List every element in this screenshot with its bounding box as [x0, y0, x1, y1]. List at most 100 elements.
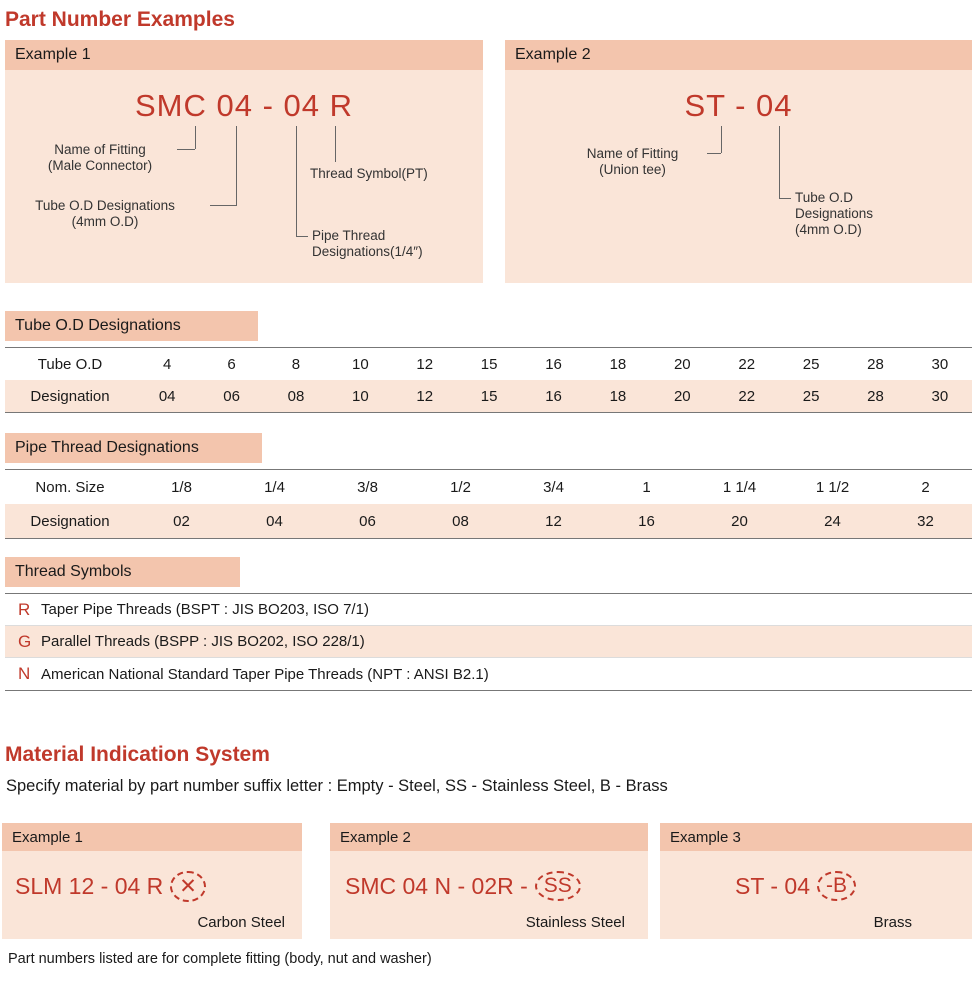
table-cell: 1/2	[450, 478, 471, 496]
thread-symbol-letter: R	[18, 599, 31, 619]
thread-symbols-section-header: Thread Symbols	[5, 557, 240, 587]
row-label: Designation	[30, 512, 110, 530]
part-number-text: SLM 12 - 04 R	[15, 873, 164, 899]
thread-symbol-row: N American National Standard Taper Pipe …	[5, 658, 972, 690]
table-cell: 20	[673, 355, 691, 373]
connector-line	[236, 126, 237, 206]
callout-name-of-fitting-sub: (Male Connector)	[47, 158, 153, 173]
callout-name-of-fitting-sub: (Union tee)	[599, 162, 666, 177]
example1-header: Example 1	[5, 40, 483, 70]
table-cell: 16	[545, 387, 562, 405]
table-cell: 22	[738, 387, 756, 405]
table-row: Designation 04 06 08 10 12 15 16 18 20 2…	[5, 380, 972, 412]
table-cell: 20	[731, 512, 748, 530]
example2-box: Example 2 ST - 04 Name of Fitting (Union…	[505, 40, 972, 283]
callout-name-of-fitting: Name of Fitting	[54, 142, 146, 157]
material-example3-box: Example 3 ST - 04 -B Brass	[660, 823, 972, 939]
material-example3-header: Example 3	[660, 823, 972, 851]
example1-box: Example 1 SMC 04 - 04 R Name of Fitting …	[5, 40, 483, 283]
table-cell: 1	[642, 478, 651, 496]
connector-line	[707, 153, 721, 154]
table-cell: 6	[227, 355, 236, 373]
example2-header: Example 2	[505, 40, 972, 70]
table-cell: 12	[416, 355, 434, 373]
connector-line	[296, 126, 297, 236]
tube-od-table: Tube O.D 4 6 8 10 12 15 16 18 20 22 25 2…	[5, 347, 972, 413]
table-cell: 2	[921, 478, 930, 496]
table-cell: 08	[452, 512, 469, 530]
table-cell: 10	[352, 387, 369, 405]
material-example1-box: Example 1 SLM 12 - 04 R ✕ Carbon Steel	[2, 823, 302, 939]
table-cell: 8	[291, 355, 301, 373]
thread-symbols-list: R Taper Pipe Threads (BSPT : JIS BO203, …	[5, 593, 972, 691]
material-caption: Carbon Steel	[197, 914, 285, 931]
table-cell: 1/4	[264, 478, 285, 496]
example1-part-number: SMC 04 - 04 R	[134, 88, 353, 123]
material-example1-header: Example 1	[2, 823, 302, 851]
table-cell: 25	[802, 387, 820, 405]
suffix-circled: -B	[817, 871, 856, 901]
pipe-thread-table: Nom. Size 1/8 1/4 3/8 1/2 3/4 1 1 1/4 1 …	[5, 469, 972, 539]
table-cell: 08	[287, 387, 305, 405]
material-example2-part-number: SMC 04 N - 02R - SS	[345, 871, 581, 901]
material-section-title: Material Indication System	[5, 743, 270, 766]
connector-line	[335, 126, 336, 162]
table-cell: 3/8	[357, 478, 378, 496]
material-caption: Brass	[873, 914, 912, 931]
connector-line	[721, 126, 722, 153]
suffix-circled: SS	[534, 871, 581, 901]
connector-line	[779, 126, 780, 198]
thread-symbol-letter: N	[18, 664, 31, 683]
page-title: Part Number Examples	[5, 8, 235, 31]
example2-diagram: ST - 04 Name of Fitting (Union tee) Tube…	[505, 70, 972, 283]
pipe-thread-section-header: Pipe Thread Designations	[5, 433, 262, 463]
thread-symbol-description: American National Standard Taper Pipe Th…	[41, 665, 489, 683]
table-cell: 16	[638, 512, 655, 530]
table-cell: 06	[359, 512, 376, 530]
material-example2-box: Example 2 SMC 04 N - 02R - SS Stainless …	[330, 823, 648, 939]
material-example3-part-number: ST - 04 -B	[735, 871, 856, 901]
table-cell: 28	[867, 355, 884, 373]
thread-symbol-row: R Taper Pipe Threads (BSPT : JIS BO203, …	[5, 594, 972, 626]
table-cell: 15	[480, 387, 498, 405]
part-number-text: ST - 04	[735, 872, 810, 899]
callout-pipe-thread-sub: Designations(1/4″)	[312, 244, 423, 259]
table-row: Nom. Size 1/8 1/4 3/8 1/2 3/4 1 1 1/4 1 …	[5, 470, 972, 504]
table-cell: 22	[738, 355, 756, 373]
material-example2-header: Example 2	[330, 823, 648, 851]
callout-tube-od: Tube O.D Designations	[35, 198, 175, 213]
thread-symbol-description: Taper Pipe Threads (BSPT : JIS BO203, IS…	[41, 601, 369, 618]
part-number-examples-row: Example 1 SMC 04 - 04 R Name of Fitting …	[5, 40, 972, 283]
connector-line	[177, 149, 195, 150]
suffix-circled: ✕	[170, 871, 206, 902]
material-example2-body: SMC 04 N - 02R - SS Stainless Steel	[330, 851, 648, 939]
table-cell: 15	[480, 355, 498, 373]
table-cell: 18	[609, 387, 627, 405]
callout-pipe-thread: Pipe Thread	[312, 228, 386, 243]
callout-tube-od-sub: (4mm O.D)	[71, 214, 139, 229]
thread-symbol-letter: G	[18, 631, 32, 651]
table-cell: 12	[416, 387, 434, 405]
row-label: Nom. Size	[35, 478, 105, 496]
table-cell: 3/4	[543, 478, 564, 496]
tube-od-section-header: Tube O.D Designations	[5, 311, 258, 341]
material-examples-row: Example 1 SLM 12 - 04 R ✕ Carbon Steel E…	[0, 823, 972, 939]
row-label: Tube O.D	[37, 355, 103, 373]
example2-part-number: ST - 04	[684, 88, 793, 123]
table-cell: 25	[802, 355, 820, 373]
example1-diagram: SMC 04 - 04 R Name of Fitting (Male Conn…	[5, 70, 483, 283]
table-cell: 30	[931, 355, 949, 373]
table-cell: 30	[931, 387, 949, 405]
table-row: Tube O.D 4 6 8 10 12 15 16 18 20 22 25 2…	[5, 348, 972, 380]
callout-tube-od-line1: Tube O.D	[795, 190, 854, 205]
table-cell: 20	[673, 387, 691, 405]
connector-line	[779, 198, 791, 199]
part-number-text: SMC 04 N - 02R -	[345, 872, 528, 899]
table-cell: 06	[223, 387, 240, 405]
table-cell: 24	[824, 512, 841, 530]
table-cell: 4	[163, 355, 172, 373]
footer-note: Part numbers listed are for complete fit…	[8, 951, 432, 967]
callout-tube-od-line2: Designations	[795, 206, 874, 221]
callout-thread-symbol: Thread Symbol(PT)	[310, 166, 428, 181]
table-cell: 02	[173, 512, 190, 530]
